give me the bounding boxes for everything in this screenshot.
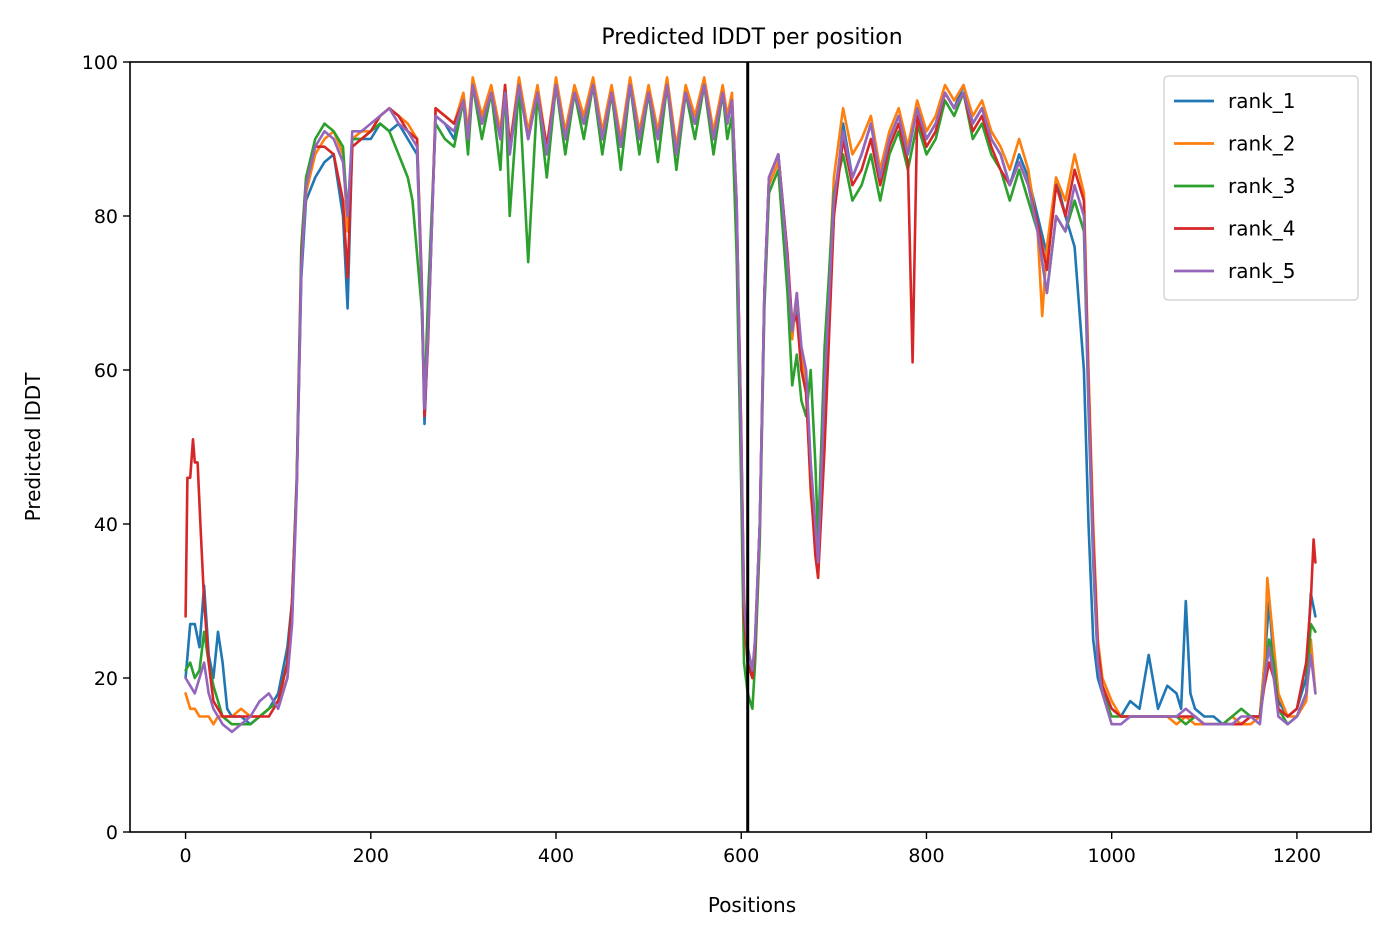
x-axis-label: Positions [708,893,796,917]
x-tick-label: 800 [908,845,944,867]
y-tick-label: 100 [82,52,118,74]
series-line-rank-5 [184,83,1317,734]
y-tick-label: 0 [106,822,118,844]
legend-label-rank-3: rank_3 [1228,174,1295,198]
legend-label-rank-1: rank_1 [1228,89,1295,113]
legend-label-rank-2: rank_2 [1228,132,1295,156]
legend-label-rank-4: rank_4 [1228,217,1295,241]
x-tick-label: 1000 [1088,845,1136,867]
y-tick-label: 60 [94,360,118,382]
y-tick-label: 80 [94,206,118,228]
y-axis: 0 20 40 60 80 100 [82,52,130,844]
y-axis-label: Predicted lDDT [21,372,45,522]
x-tick-label: 400 [538,845,574,867]
legend-box [1163,75,1359,301]
legend: rank_1 rank_2 rank_3 rank_4 rank_5 [1163,75,1359,301]
plot-frame [129,61,1372,833]
series-layer [184,76,1317,734]
y-tick-label: 40 [94,514,118,536]
x-tick-label: 200 [353,845,389,867]
x-tick-label: 0 [180,845,192,867]
x-axis: 0 200 400 600 800 1000 1200 [180,832,1321,867]
legend-label-rank-5: rank_5 [1228,259,1295,283]
y-tick-label: 20 [94,668,118,690]
x-tick-label: 1200 [1273,845,1321,867]
x-tick-label: 600 [723,845,759,867]
chart-title: Predicted lDDT per position [601,25,902,50]
